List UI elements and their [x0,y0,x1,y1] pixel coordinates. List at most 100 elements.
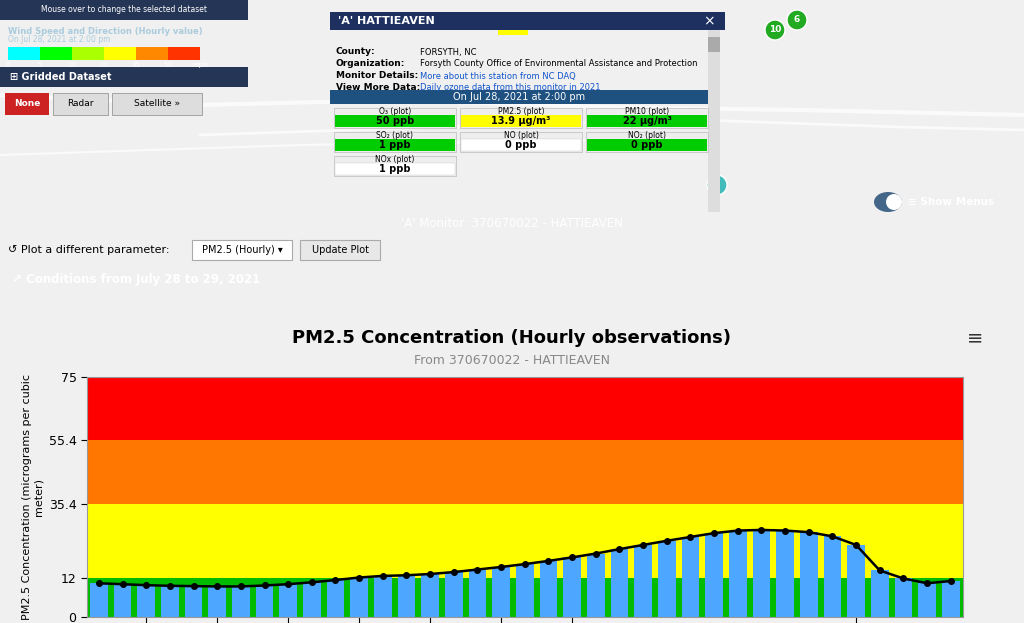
Bar [823,536,842,617]
Bar [374,576,392,617]
Text: Wind Speed and Direction (Hourly value): Wind Speed and Direction (Hourly value) [8,27,203,36]
Bar [753,530,770,617]
Bar [942,581,959,617]
Text: PM10 (plot): PM10 (plot) [625,108,669,117]
Bar [708,30,720,212]
Bar [161,586,179,617]
Bar [0,0,248,20]
Text: Monitor Details:: Monitor Details: [336,72,418,80]
Bar [330,90,708,104]
Bar [5,93,49,115]
Bar [168,47,200,60]
Bar [334,156,456,176]
Text: NO₂ (plot): NO₂ (plot) [628,131,666,141]
Text: From 370670022 - HATTIEAVEN: From 370670022 - HATTIEAVEN [414,354,610,367]
Text: Daily ozone data from this monitor in 2021: Daily ozone data from this monitor in 20… [420,83,600,92]
Bar [72,47,104,60]
Bar [682,537,699,617]
Text: County:: County: [336,47,376,57]
Bar [8,47,40,60]
Text: 50: 50 [164,62,172,68]
Bar [300,240,380,260]
Bar [350,578,368,617]
Text: SO₂ (plot): SO₂ (plot) [377,131,414,141]
Bar [184,586,203,617]
Circle shape [765,20,785,40]
Bar [335,163,455,175]
Bar [587,140,707,151]
Bar [460,132,582,152]
Text: On Jul 28, 2021 at 2:00 pm: On Jul 28, 2021 at 2:00 pm [8,35,111,44]
Bar [327,580,344,617]
Text: Mouse over to change the selected dataset: Mouse over to change the selected datase… [41,6,207,14]
Bar [90,583,108,617]
Text: 0 ppb: 0 ppb [505,140,537,150]
Bar [587,115,707,127]
Text: FORSYTH, NC: FORSYTH, NC [420,47,476,57]
Bar [870,571,889,617]
Bar [586,132,708,152]
Text: NO (plot): NO (plot) [504,131,539,141]
Bar [114,584,131,617]
Bar [586,108,708,128]
Bar [330,12,725,30]
Bar [461,115,581,127]
Text: 7: 7 [714,181,720,189]
Text: 35: 35 [131,62,140,68]
Bar [919,583,936,617]
Bar [256,586,273,617]
Bar [706,533,723,617]
Bar [800,532,817,617]
Bar [516,564,534,617]
Bar [461,140,581,151]
Bar [193,240,292,260]
Bar [847,545,865,617]
Text: 10: 10 [68,62,77,68]
Text: 'A' HATTIEAVEN: 'A' HATTIEAVEN [338,16,435,26]
Text: 13.9 μg/m³: 13.9 μg/m³ [492,117,551,126]
Bar [587,554,604,617]
Bar [445,572,463,617]
Bar [634,545,652,617]
Bar [460,108,582,128]
Bar [657,541,676,617]
Text: Forsyth County Office of Environmental Assistance and Protection: Forsyth County Office of Environmental A… [420,60,697,69]
Text: ⊞ Gridded Dataset: ⊞ Gridded Dataset [10,72,112,82]
Text: PM2.5 Concentration (Hourly observations): PM2.5 Concentration (Hourly observations… [293,329,731,346]
Text: 1 ppb: 1 ppb [379,164,411,174]
Text: 1 ppb: 1 ppb [379,140,411,150]
Text: 22 μg/m³: 22 μg/m³ [623,117,672,126]
Bar [335,140,455,151]
Text: PM2.5 (Hourly) ▾: PM2.5 (Hourly) ▾ [202,245,283,255]
Bar [498,19,528,35]
Text: Satellite »: Satellite » [134,100,180,108]
Text: On Jul 28, 2021 at 2:00 pm: On Jul 28, 2021 at 2:00 pm [453,92,585,102]
Bar [708,37,720,52]
Bar [540,561,557,617]
Bar [40,47,72,60]
Bar [137,585,155,617]
Bar [335,115,455,127]
Text: ↺ Plot a different parameter:: ↺ Plot a different parameter: [8,245,170,255]
Bar [0,67,248,87]
Text: Radar: Radar [67,100,93,108]
Bar [334,132,456,152]
Bar [87,504,963,579]
Bar [208,586,226,617]
Bar [334,108,456,128]
Circle shape [886,194,902,210]
Text: 20: 20 [99,62,109,68]
Bar [610,549,629,617]
Bar [397,575,416,617]
Bar [104,47,136,60]
Text: None: None [13,100,40,108]
Text: 0 ppb: 0 ppb [631,140,663,150]
Bar [895,579,912,617]
Bar [280,584,297,617]
Bar [112,93,202,115]
Bar [421,574,439,617]
Text: O₃ (plot): O₃ (plot) [379,108,411,117]
Text: NOx (plot): NOx (plot) [376,156,415,164]
Text: ×: × [703,14,715,28]
Bar [232,586,250,617]
